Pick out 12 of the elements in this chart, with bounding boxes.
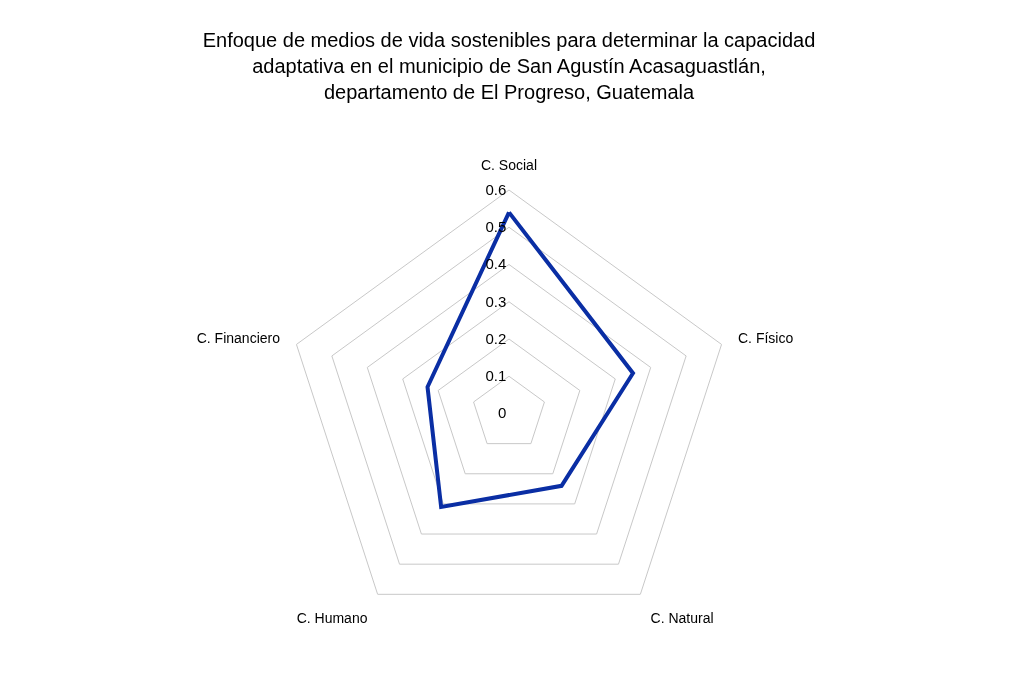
spoke-label: C. Natural (650, 609, 714, 626)
chart-title: Enfoque de medios de vida sostenibles para determinar la capacidad adaptativa en el municipio de San Agustín Acasaguastlán, departamento de El Progreso, Guatemala (202, 29, 816, 104)
y-tick-label: 0.6 (485, 180, 507, 198)
spoke-label: C. Social (480, 156, 538, 173)
spoke-label: C. Físico (738, 329, 794, 346)
y-tick-label: 0.3 (485, 292, 507, 310)
y-tick-label: 0.2 (485, 329, 507, 347)
y-tick-label: 0.4 (485, 255, 507, 273)
y-tick-label: 0 (497, 404, 507, 422)
spoke-label: C. Humano (296, 609, 368, 626)
spoke-label: C. Financiero (196, 329, 281, 346)
y-tick-label: 0.1 (485, 367, 507, 385)
